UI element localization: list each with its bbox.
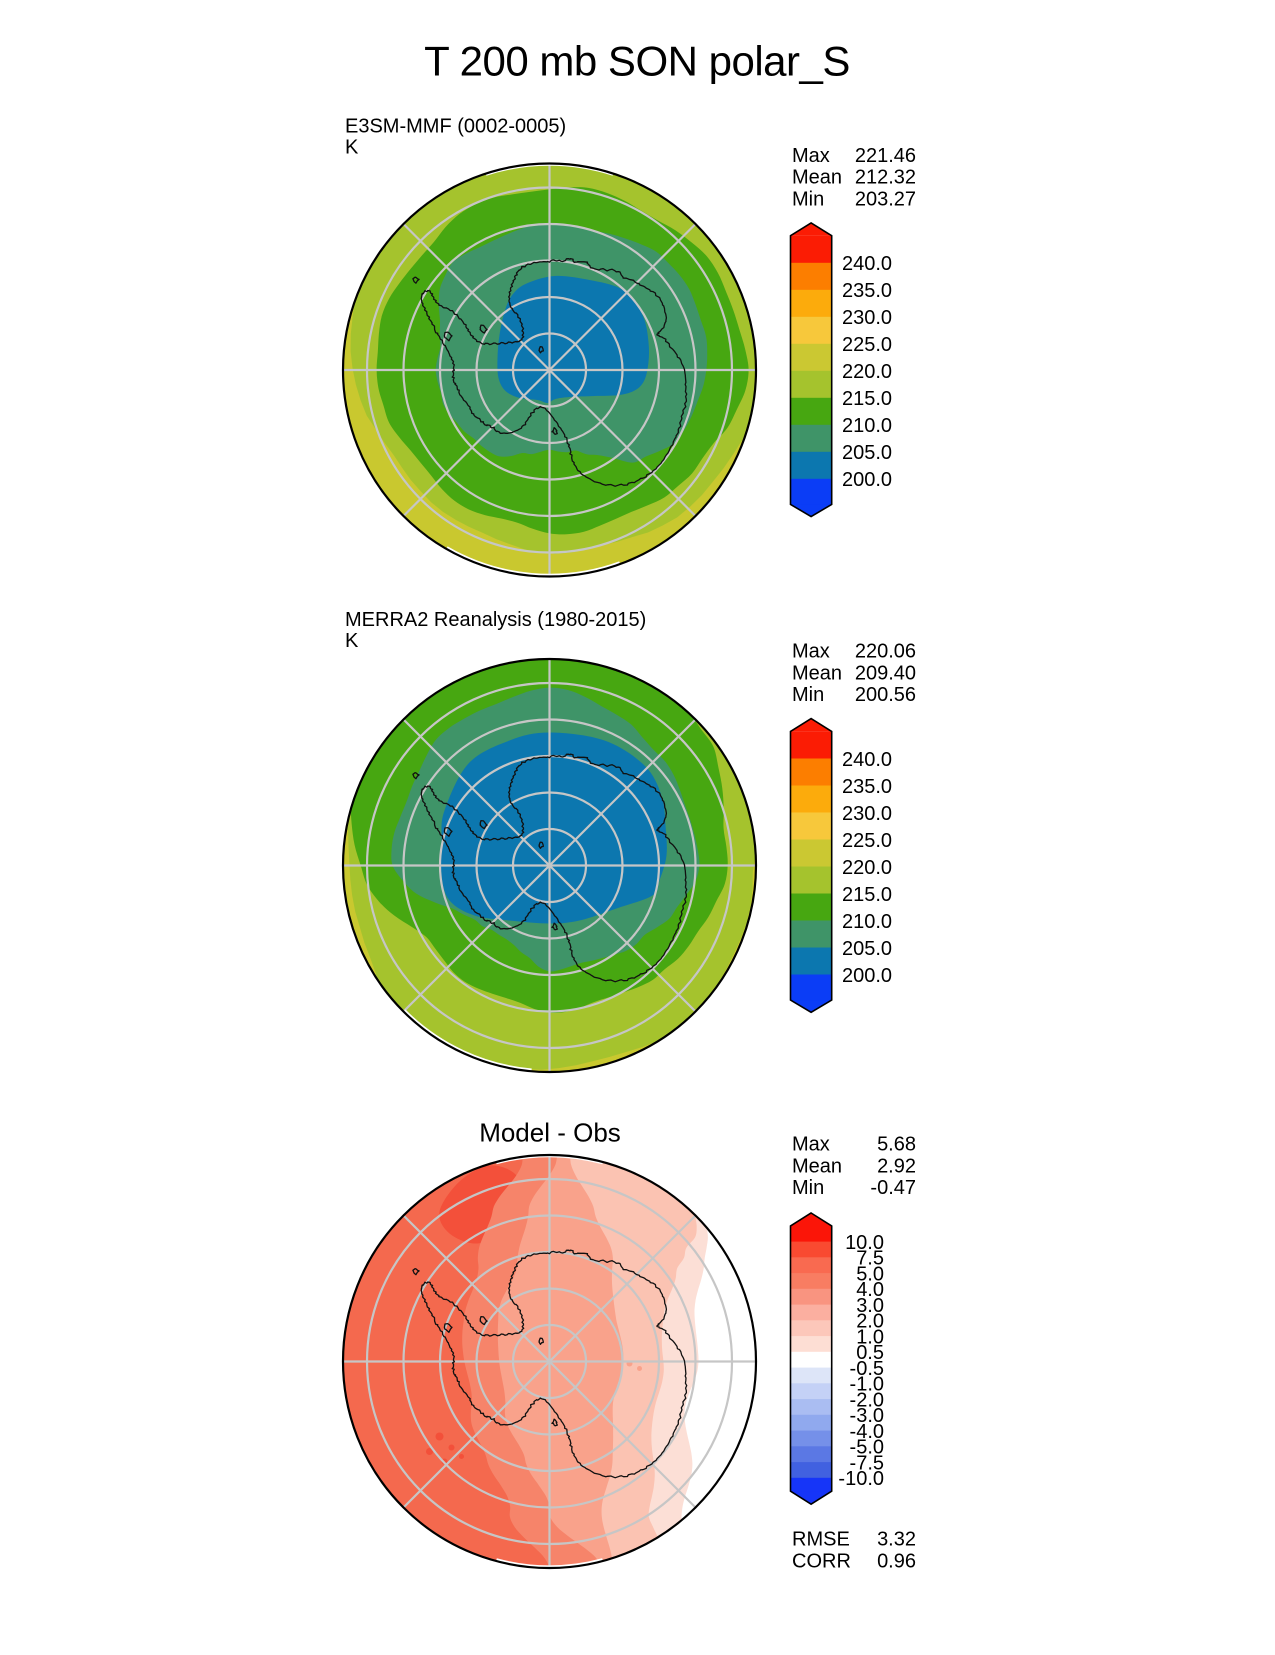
svg-text:2.0: 2.0	[856, 1311, 884, 1333]
svg-text:10.0: 10.0	[845, 1232, 884, 1254]
svg-text:235.0: 235.0	[842, 280, 892, 302]
svg-text:3.32: 3.32	[877, 1529, 916, 1551]
svg-text:-1.0: -1.0	[850, 1374, 884, 1396]
svg-text:T 200 mb SON polar_S: T 200 mb SON polar_S	[424, 38, 850, 85]
svg-text:220.0: 220.0	[842, 857, 892, 879]
svg-text:220.0: 220.0	[842, 361, 892, 383]
svg-text:221.46: 221.46	[855, 145, 916, 167]
svg-text:0.5: 0.5	[856, 1342, 884, 1364]
svg-text:-10.0: -10.0	[838, 1468, 884, 1490]
svg-text:E3SM-MMF (0002-0005): E3SM-MMF (0002-0005)	[345, 115, 566, 137]
svg-text:235.0: 235.0	[842, 776, 892, 798]
svg-text:220.06: 220.06	[855, 641, 916, 663]
svg-text:225.0: 225.0	[842, 830, 892, 852]
svg-text:Mean: Mean	[792, 167, 842, 189]
svg-text:K: K	[345, 630, 359, 652]
svg-text:Min: Min	[792, 1177, 824, 1199]
svg-text:209.40: 209.40	[855, 662, 916, 684]
svg-text:212.32: 212.32	[855, 167, 916, 189]
svg-text:240.0: 240.0	[842, 253, 892, 275]
svg-text:2.92: 2.92	[877, 1155, 916, 1177]
svg-text:205.0: 205.0	[842, 442, 892, 464]
svg-text:203.27: 203.27	[855, 188, 916, 210]
svg-text:1.0: 1.0	[856, 1326, 884, 1348]
svg-text:RMSE: RMSE	[792, 1529, 850, 1551]
svg-text:4.0: 4.0	[856, 1279, 884, 1301]
svg-text:CORR: CORR	[792, 1551, 851, 1573]
svg-text:Mean: Mean	[792, 662, 842, 684]
svg-text:225.0: 225.0	[842, 334, 892, 356]
svg-text:230.0: 230.0	[842, 307, 892, 329]
svg-text:-3.0: -3.0	[850, 1405, 884, 1427]
svg-text:200.56: 200.56	[855, 684, 916, 706]
svg-text:3.0: 3.0	[856, 1295, 884, 1317]
svg-text:7.5: 7.5	[856, 1248, 884, 1270]
svg-text:200.0: 200.0	[842, 469, 892, 491]
svg-text:Max: Max	[792, 145, 830, 167]
svg-text:-0.5: -0.5	[850, 1358, 884, 1380]
svg-text:230.0: 230.0	[842, 803, 892, 825]
svg-text:Min: Min	[792, 684, 824, 706]
svg-text:-5.0: -5.0	[850, 1437, 884, 1459]
svg-text:5.68: 5.68	[877, 1134, 916, 1156]
svg-text:MERRA2 Reanalysis (1980-2015): MERRA2 Reanalysis (1980-2015)	[345, 609, 646, 631]
svg-text:-7.5: -7.5	[850, 1452, 884, 1474]
svg-text:Min: Min	[792, 188, 824, 210]
svg-text:Model - Obs: Model - Obs	[479, 1118, 621, 1148]
svg-text:Mean: Mean	[792, 1155, 842, 1177]
svg-text:210.0: 210.0	[842, 911, 892, 933]
svg-text:-2.0: -2.0	[850, 1389, 884, 1411]
svg-text:210.0: 210.0	[842, 415, 892, 437]
svg-text:-4.0: -4.0	[850, 1421, 884, 1443]
svg-text:Max: Max	[792, 641, 830, 663]
svg-text:215.0: 215.0	[842, 388, 892, 410]
svg-text:205.0: 205.0	[842, 938, 892, 960]
svg-text:0.96: 0.96	[877, 1551, 916, 1573]
svg-text:-0.47: -0.47	[870, 1177, 916, 1199]
svg-text:K: K	[345, 136, 359, 158]
svg-text:240.0: 240.0	[842, 749, 892, 771]
svg-text:5.0: 5.0	[856, 1263, 884, 1285]
svg-text:215.0: 215.0	[842, 884, 892, 906]
svg-text:Max: Max	[792, 1134, 830, 1156]
svg-text:200.0: 200.0	[842, 965, 892, 987]
